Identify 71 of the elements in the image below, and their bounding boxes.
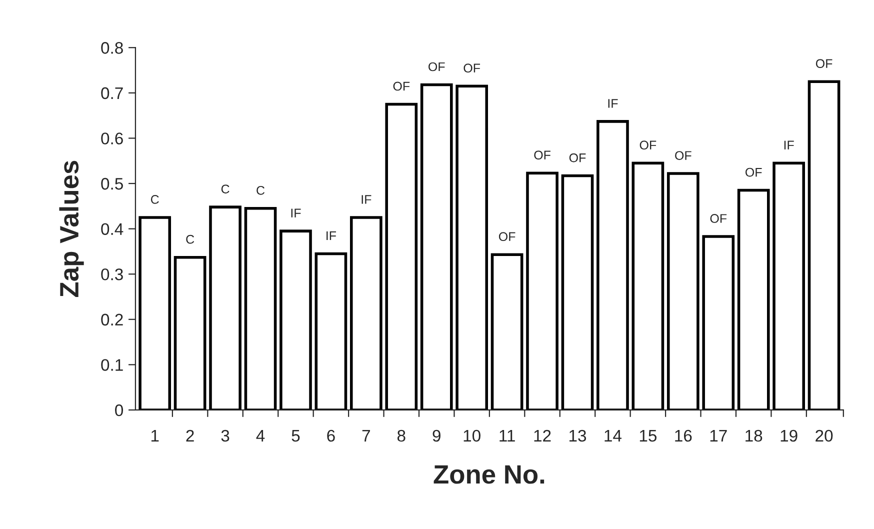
- bar: [209, 206, 242, 410]
- bar: [772, 162, 805, 410]
- x-tick-label: 13: [569, 430, 586, 442]
- x-tick-label: 3: [221, 430, 230, 442]
- bar: [138, 216, 172, 410]
- x-tick-label: 2: [186, 430, 194, 442]
- annotation: OF: [498, 232, 516, 242]
- y-tick-label: 0.4: [101, 223, 124, 235]
- x-tick-label: 15: [640, 430, 657, 442]
- bar: [420, 83, 453, 410]
- x-tick-label: 19: [780, 430, 798, 442]
- y-tick-label: 0.3: [101, 268, 123, 280]
- bar: [490, 253, 524, 410]
- annotation: IF: [608, 99, 618, 108]
- annotation: C: [221, 184, 230, 194]
- x-tick-label: 11: [500, 430, 515, 442]
- bar: [632, 162, 664, 410]
- bar: [596, 120, 629, 410]
- y-axis-title: Zap Values: [59, 160, 84, 297]
- y-tick-label: 0.1: [101, 359, 123, 371]
- annotation: OF: [428, 62, 445, 72]
- x-tick-label: 7: [362, 430, 370, 442]
- x-tick-label: 14: [604, 430, 622, 442]
- bar: [456, 84, 488, 410]
- x-tick-label: 6: [327, 430, 335, 442]
- x-tick-label: 10: [464, 430, 480, 442]
- annotation: OF: [393, 82, 410, 91]
- annotation: OF: [640, 140, 656, 150]
- annotation: OF: [569, 153, 586, 162]
- bar: [737, 188, 770, 410]
- x-tick-label: 4: [256, 430, 265, 442]
- annotation: IF: [784, 140, 794, 150]
- x-tick-label: 18: [746, 430, 762, 442]
- bar: [350, 216, 382, 410]
- x-axis-title: Zone No.: [434, 465, 544, 484]
- x-tick-label: 16: [675, 430, 692, 442]
- annotation: C: [150, 195, 159, 204]
- bar: [526, 172, 558, 410]
- bar: [280, 230, 312, 410]
- x-tick-label: 9: [432, 430, 440, 442]
- annotation: C: [256, 186, 265, 195]
- y-tick-label: 0.6: [101, 132, 123, 144]
- x-tick-label: 1: [151, 430, 159, 442]
- y-tick-label: 0: [115, 404, 124, 416]
- y-tick-label: 0.8: [101, 42, 123, 54]
- annotation: OF: [464, 64, 480, 73]
- bar: [174, 256, 206, 410]
- x-tick-label: 8: [397, 430, 406, 442]
- x-tick-label: 20: [816, 430, 833, 442]
- annotation: OF: [675, 151, 692, 160]
- annotation: OF: [816, 59, 832, 68]
- annotation: IF: [362, 195, 372, 204]
- y-tick-label: 0.7: [101, 87, 123, 100]
- annotation: IF: [291, 208, 301, 218]
- x-tick-label: 17: [710, 430, 727, 442]
- bar: [666, 172, 700, 410]
- annotation: OF: [746, 168, 762, 177]
- y-tick-label: 0.5: [101, 178, 123, 190]
- bar: [244, 207, 277, 410]
- bar: [314, 252, 348, 410]
- bar: [702, 235, 735, 410]
- bar: [561, 174, 594, 410]
- x-tick-label: 12: [534, 430, 551, 442]
- y-tick-label: 0.2: [101, 314, 123, 326]
- bar: [808, 80, 840, 410]
- annotation: IF: [326, 231, 336, 240]
- annotation: C: [186, 234, 194, 244]
- annotation: OF: [534, 150, 550, 160]
- x-tick-label: 5: [292, 430, 300, 442]
- annotation: OF: [710, 214, 727, 223]
- bar: [385, 102, 418, 410]
